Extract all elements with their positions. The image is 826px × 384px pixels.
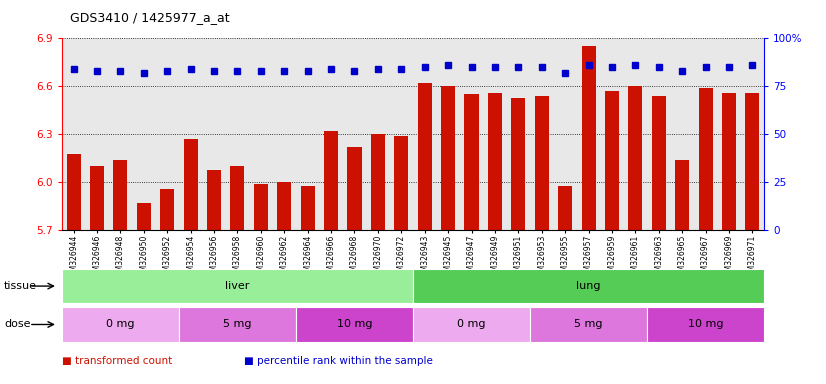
- Bar: [582, 46, 596, 230]
- Text: GDS3410 / 1425977_a_at: GDS3410 / 1425977_a_at: [70, 12, 230, 25]
- Bar: [230, 166, 244, 230]
- Text: 0 mg: 0 mg: [107, 319, 135, 329]
- Bar: [605, 91, 619, 230]
- Bar: [62, 307, 179, 342]
- Bar: [207, 170, 221, 230]
- Bar: [90, 166, 104, 230]
- Bar: [464, 94, 478, 230]
- Bar: [301, 185, 315, 230]
- Bar: [113, 160, 127, 230]
- Bar: [745, 93, 759, 230]
- Bar: [647, 307, 764, 342]
- Bar: [254, 184, 268, 230]
- Bar: [699, 88, 713, 230]
- Bar: [348, 147, 362, 230]
- Bar: [67, 154, 81, 230]
- Text: ■ transformed count: ■ transformed count: [62, 356, 172, 366]
- Bar: [530, 307, 647, 342]
- Bar: [418, 83, 432, 230]
- Bar: [183, 139, 197, 230]
- Bar: [394, 136, 408, 230]
- Bar: [675, 160, 689, 230]
- Text: liver: liver: [225, 281, 249, 291]
- Bar: [441, 86, 455, 230]
- Bar: [278, 182, 292, 230]
- Text: 5 mg: 5 mg: [223, 319, 252, 329]
- Text: 10 mg: 10 mg: [337, 319, 373, 329]
- Bar: [413, 307, 530, 342]
- Bar: [511, 98, 525, 230]
- Bar: [179, 307, 296, 342]
- Text: 0 mg: 0 mg: [458, 319, 486, 329]
- Bar: [137, 203, 151, 230]
- Text: 10 mg: 10 mg: [688, 319, 724, 329]
- Bar: [324, 131, 338, 230]
- Text: ■ percentile rank within the sample: ■ percentile rank within the sample: [244, 356, 433, 366]
- Text: lung: lung: [577, 281, 601, 291]
- Bar: [629, 86, 643, 230]
- Bar: [652, 96, 666, 230]
- Bar: [160, 189, 174, 230]
- Bar: [488, 93, 502, 230]
- Text: dose: dose: [4, 319, 31, 329]
- Text: 5 mg: 5 mg: [574, 319, 603, 329]
- Bar: [62, 269, 413, 303]
- Bar: [722, 93, 736, 230]
- Bar: [371, 134, 385, 230]
- Text: tissue: tissue: [4, 281, 37, 291]
- Bar: [534, 96, 548, 230]
- Bar: [558, 185, 572, 230]
- Bar: [413, 269, 764, 303]
- Bar: [296, 307, 413, 342]
